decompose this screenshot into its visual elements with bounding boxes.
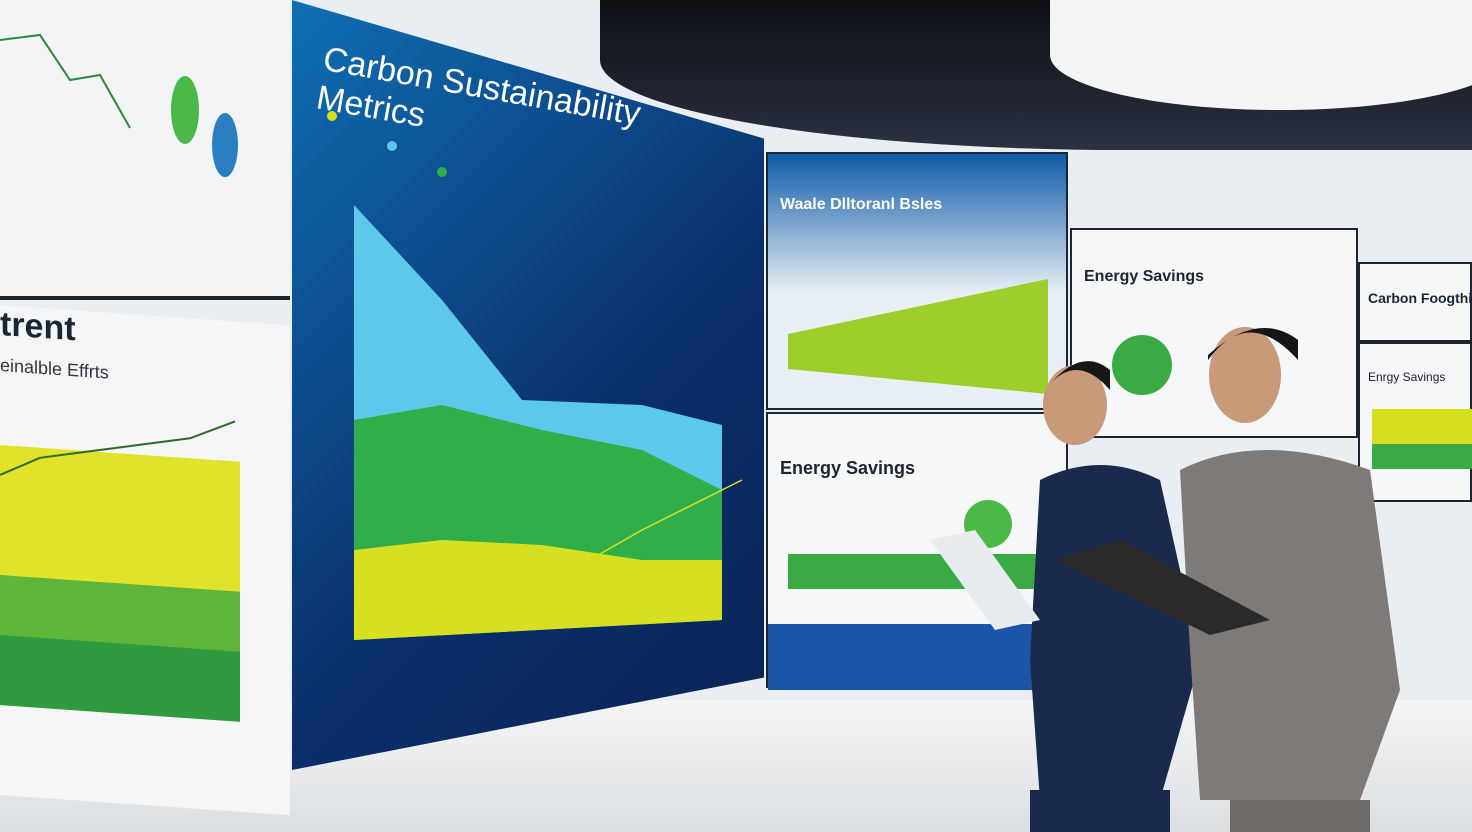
person-left	[930, 361, 1200, 832]
carbon-footprint-panel: Carbon Foogthi	[1358, 262, 1472, 342]
waste-panel: Waale Dlltoranl Bsles	[766, 152, 1068, 410]
panel-title: Energy Savings	[780, 458, 916, 478]
trend-line	[571, 479, 743, 571]
clipboard	[1055, 540, 1270, 635]
panel-title: Carbon Foogthi	[1368, 290, 1472, 306]
left-top-screen	[0, 0, 290, 300]
footprint-chart	[0, 33, 238, 177]
panel-title: Waale Dlltoranl Bsles	[780, 196, 943, 213]
area-chart	[327, 111, 743, 640]
ceiling-light-ring	[1050, 0, 1472, 110]
legend-dot	[327, 111, 337, 121]
legend-dot	[387, 141, 397, 151]
legend-dot	[437, 167, 447, 177]
left-bar-chart	[0, 420, 240, 722]
small-energy-panel: Enrgy Savings	[1358, 342, 1472, 502]
energy-savings-panel: Energy Savings	[766, 412, 1070, 690]
area-yellow	[354, 540, 722, 640]
left-bottom-screen: trent einalble Effrts	[0, 305, 290, 816]
panel-title: Enrgy Savings	[1368, 370, 1446, 384]
panel-title: Energy Savings	[1084, 268, 1205, 285]
main-screen: Carbon Sustainability Metrics	[292, 0, 764, 770]
footprint-icon	[212, 113, 238, 177]
footprint-icon	[171, 76, 199, 144]
person-right	[1055, 327, 1400, 832]
energy-savings-panel-2: Energy Savings	[1070, 228, 1358, 438]
tablet	[930, 530, 1040, 630]
